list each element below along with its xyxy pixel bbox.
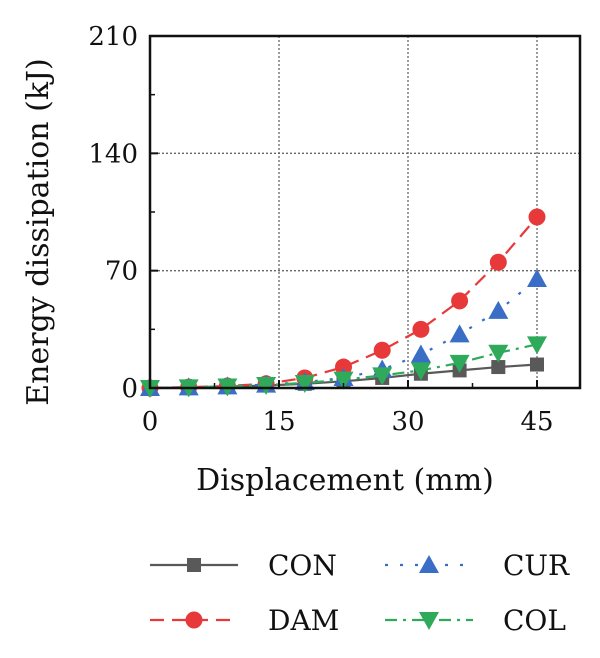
data-point <box>412 320 430 338</box>
legend-item-dam: DAM <box>150 604 339 637</box>
data-point <box>451 292 469 310</box>
legend-label: CUR <box>503 549 570 582</box>
legend-item-cur: CUR <box>385 549 570 582</box>
data-point <box>449 354 470 373</box>
data-point <box>527 336 547 355</box>
data-point <box>294 374 315 393</box>
legend-item-col: COL <box>385 604 566 637</box>
y-tick-label: 0 <box>121 374 138 404</box>
data-point <box>488 344 509 363</box>
data-point <box>528 208 546 226</box>
legend-marker <box>187 558 201 572</box>
ticks: 0 15 30 45 0 70 140 210 <box>88 22 553 437</box>
grid <box>150 36 580 388</box>
x-tick-label: 15 <box>262 407 295 437</box>
data-point <box>449 324 470 343</box>
legend-marker <box>185 611 203 629</box>
legend-marker <box>419 612 439 630</box>
data-point <box>488 300 509 319</box>
legend-label: DAM <box>268 604 339 637</box>
y-tick-label: 140 <box>88 139 138 169</box>
data-point <box>410 344 431 363</box>
legend-label: COL <box>503 604 566 637</box>
data-point <box>410 362 431 381</box>
series-col <box>140 336 547 398</box>
data-point <box>489 253 507 271</box>
plot-frame <box>148 34 582 390</box>
y-axis-label: Energy dissipation (kJ) <box>21 58 56 405</box>
data-point <box>373 341 391 359</box>
data-point <box>333 371 354 390</box>
data-point <box>530 357 544 372</box>
legend-marker <box>419 555 439 573</box>
x-axis-label: Displacement (mm) <box>196 463 494 498</box>
data-point <box>491 360 506 375</box>
data-point <box>335 358 352 376</box>
data-point <box>527 269 547 288</box>
data-point <box>372 367 393 386</box>
x-tick-label: 30 <box>391 407 424 437</box>
legend-label: CON <box>268 549 337 582</box>
series-layer <box>140 208 547 398</box>
y-tick-label: 70 <box>105 257 138 287</box>
legend: CON CUR DAM COL <box>150 549 570 637</box>
legend-item-con: CON <box>150 549 337 582</box>
x-tick-label: 0 <box>142 407 159 437</box>
y-tick-label: 210 <box>88 22 138 52</box>
data-point <box>256 376 277 395</box>
x-tick-label: 45 <box>520 407 553 437</box>
